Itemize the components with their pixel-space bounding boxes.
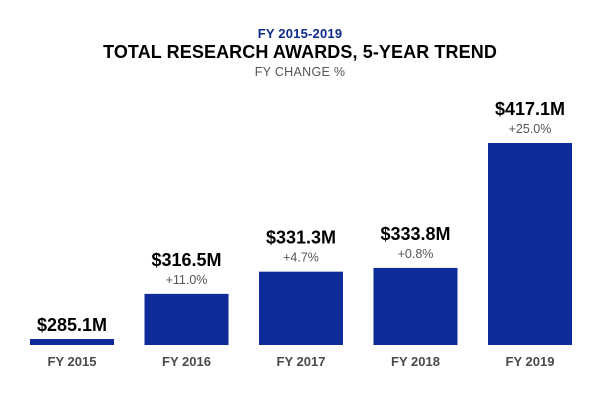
- category-tick-label: FY 2019: [506, 354, 555, 369]
- chart-title: TOTAL RESEARCH AWARDS, 5-YEAR TREND: [103, 42, 497, 62]
- bar: [30, 339, 114, 345]
- category-tick-label: FY 2017: [277, 354, 326, 369]
- change-label: +0.8%: [398, 247, 434, 261]
- value-label: $417.1M: [495, 99, 565, 119]
- bar: [259, 271, 343, 345]
- value-label: $285.1M: [37, 315, 107, 335]
- change-label: +4.7%: [283, 251, 319, 265]
- value-label: $333.8M: [380, 224, 450, 244]
- chart-subtitle: FY CHANGE %: [254, 65, 346, 79]
- value-label: $316.5M: [151, 250, 221, 270]
- bar: [488, 143, 572, 345]
- change-label: +25.0%: [509, 122, 552, 136]
- category-tick-label: FY 2015: [48, 354, 97, 369]
- category-tick-label: FY 2016: [162, 354, 211, 369]
- period-label: FY 2015-2019: [257, 26, 343, 41]
- change-label: +11.0%: [166, 273, 208, 287]
- bar: [144, 293, 229, 345]
- bar: [373, 267, 458, 345]
- value-label: $331.3M: [266, 228, 336, 248]
- category-tick-label: FY 2018: [391, 354, 440, 369]
